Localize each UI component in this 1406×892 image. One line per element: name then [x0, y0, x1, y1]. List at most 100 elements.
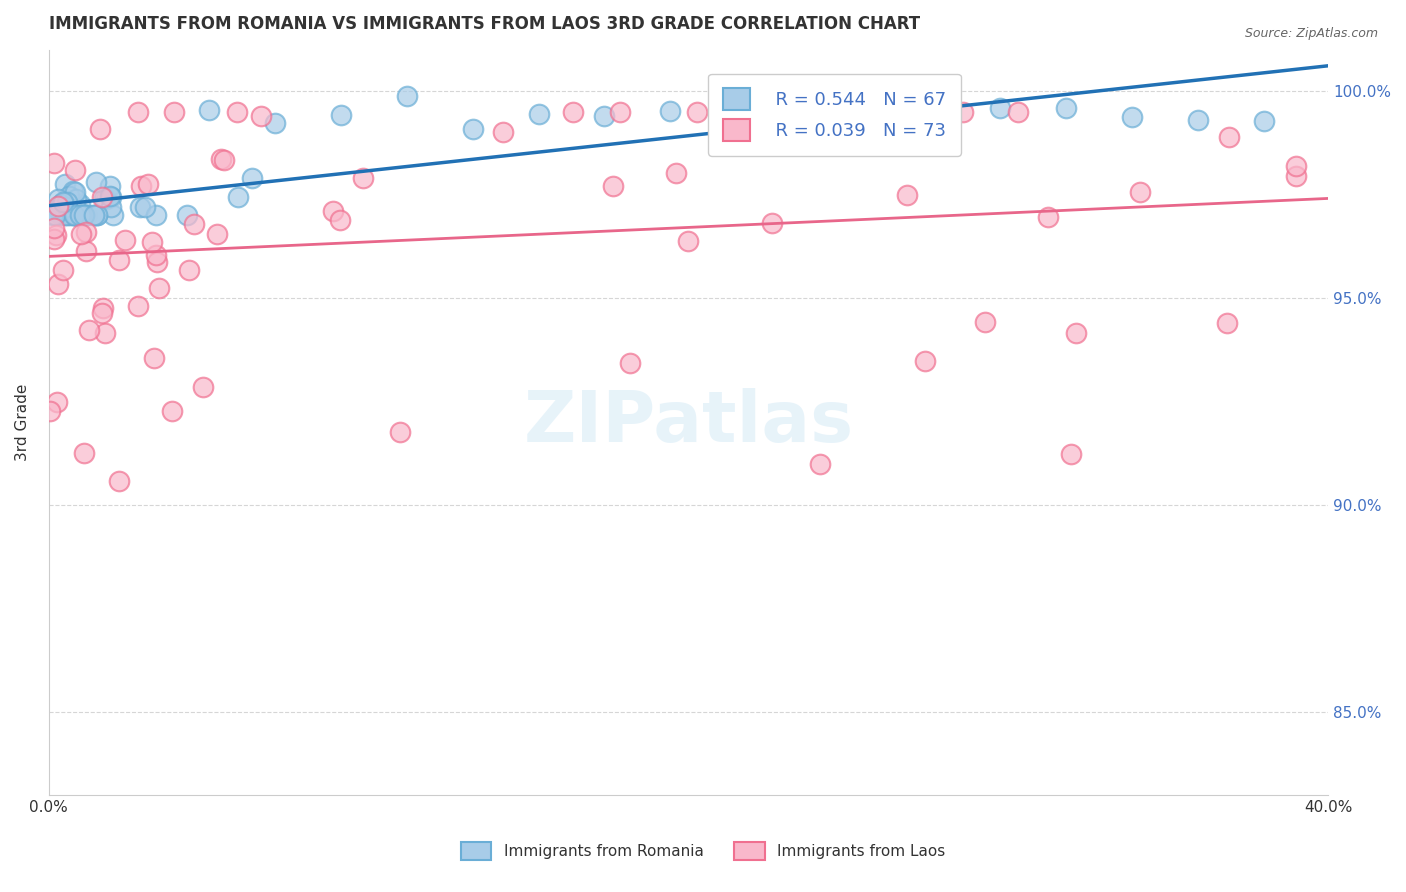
Point	[128, 201, 150, 215]
Point	[44, 232, 66, 246]
Point	[191, 380, 214, 394]
Point	[226, 104, 249, 119]
Point	[619, 356, 641, 370]
Point	[1060, 447, 1083, 461]
Point	[63, 208, 86, 222]
Point	[90, 306, 112, 320]
Point	[1036, 211, 1059, 225]
Point	[65, 208, 87, 222]
Point	[205, 227, 228, 241]
Point	[84, 175, 107, 189]
Point	[1253, 114, 1275, 128]
Point	[86, 208, 108, 222]
Point	[91, 190, 114, 204]
Point	[114, 233, 136, 247]
Point	[974, 315, 997, 329]
Point	[94, 192, 117, 206]
Point	[107, 252, 129, 267]
Point	[1007, 104, 1029, 119]
Legend:   R = 0.544   N = 67,   R = 0.039   N = 73: R = 0.544 N = 67, R = 0.039 N = 73	[709, 74, 960, 156]
Point	[93, 301, 115, 315]
Point	[329, 108, 352, 122]
Point	[63, 208, 86, 222]
Point	[55, 208, 77, 222]
Text: IMMIGRANTS FROM ROMANIA VS IMMIGRANTS FROM LAOS 3RD GRADE CORRELATION CHART: IMMIGRANTS FROM ROMANIA VS IMMIGRANTS FR…	[49, 15, 920, 33]
Point	[163, 104, 186, 119]
Point	[75, 208, 97, 222]
Point	[70, 208, 93, 222]
Point	[41, 202, 63, 217]
Point	[44, 208, 66, 222]
Y-axis label: 3rd Grade: 3rd Grade	[15, 384, 30, 461]
Point	[924, 98, 946, 112]
Point	[896, 188, 918, 202]
Point	[65, 185, 87, 199]
Point	[1285, 159, 1308, 173]
Point	[46, 395, 69, 409]
Point	[75, 208, 97, 222]
Point	[1285, 169, 1308, 183]
Point	[134, 200, 156, 214]
Point	[65, 192, 87, 206]
Point	[733, 104, 755, 119]
Point	[952, 104, 974, 119]
Point	[162, 404, 184, 418]
Point	[70, 227, 93, 242]
Point	[51, 197, 73, 211]
Point	[1129, 186, 1152, 200]
Point	[127, 104, 149, 119]
Point	[98, 188, 121, 202]
Point	[46, 277, 69, 291]
Point	[492, 125, 515, 139]
Point	[127, 300, 149, 314]
Point	[69, 197, 91, 211]
Point	[875, 104, 897, 119]
Point	[145, 248, 167, 262]
Point	[44, 220, 66, 235]
Point	[1218, 129, 1240, 144]
Point	[70, 208, 93, 222]
Point	[145, 255, 167, 269]
Point	[63, 162, 86, 177]
Point	[725, 99, 748, 113]
Point	[46, 199, 69, 213]
Point	[209, 152, 232, 166]
Point	[792, 92, 814, 106]
Point	[988, 101, 1011, 115]
Point	[562, 104, 585, 119]
Point	[42, 155, 65, 169]
Point	[45, 227, 67, 242]
Point	[240, 171, 263, 186]
Point	[73, 446, 96, 460]
Point	[141, 235, 163, 250]
Point	[73, 208, 96, 222]
Text: Source: ZipAtlas.com: Source: ZipAtlas.com	[1244, 27, 1378, 40]
Point	[76, 208, 98, 222]
Point	[100, 200, 122, 214]
Point	[62, 184, 84, 198]
Legend: Immigrants from Romania, Immigrants from Laos: Immigrants from Romania, Immigrants from…	[454, 836, 952, 866]
Point	[83, 208, 105, 222]
Point	[75, 244, 97, 258]
Point	[914, 354, 936, 368]
Point	[461, 121, 484, 136]
Point	[148, 281, 170, 295]
Point	[183, 217, 205, 231]
Point	[389, 425, 412, 439]
Point	[1121, 110, 1143, 124]
Point	[46, 202, 69, 216]
Point	[93, 326, 115, 340]
Point	[58, 188, 80, 202]
Point	[249, 109, 271, 123]
Point	[59, 208, 82, 222]
Point	[609, 104, 631, 119]
Point	[56, 194, 79, 209]
Point	[89, 122, 111, 136]
Point	[212, 153, 235, 167]
Point	[197, 103, 219, 117]
Point	[75, 225, 97, 239]
Point	[676, 235, 699, 249]
Point	[665, 166, 688, 180]
Point	[65, 208, 87, 222]
Point	[808, 457, 831, 471]
